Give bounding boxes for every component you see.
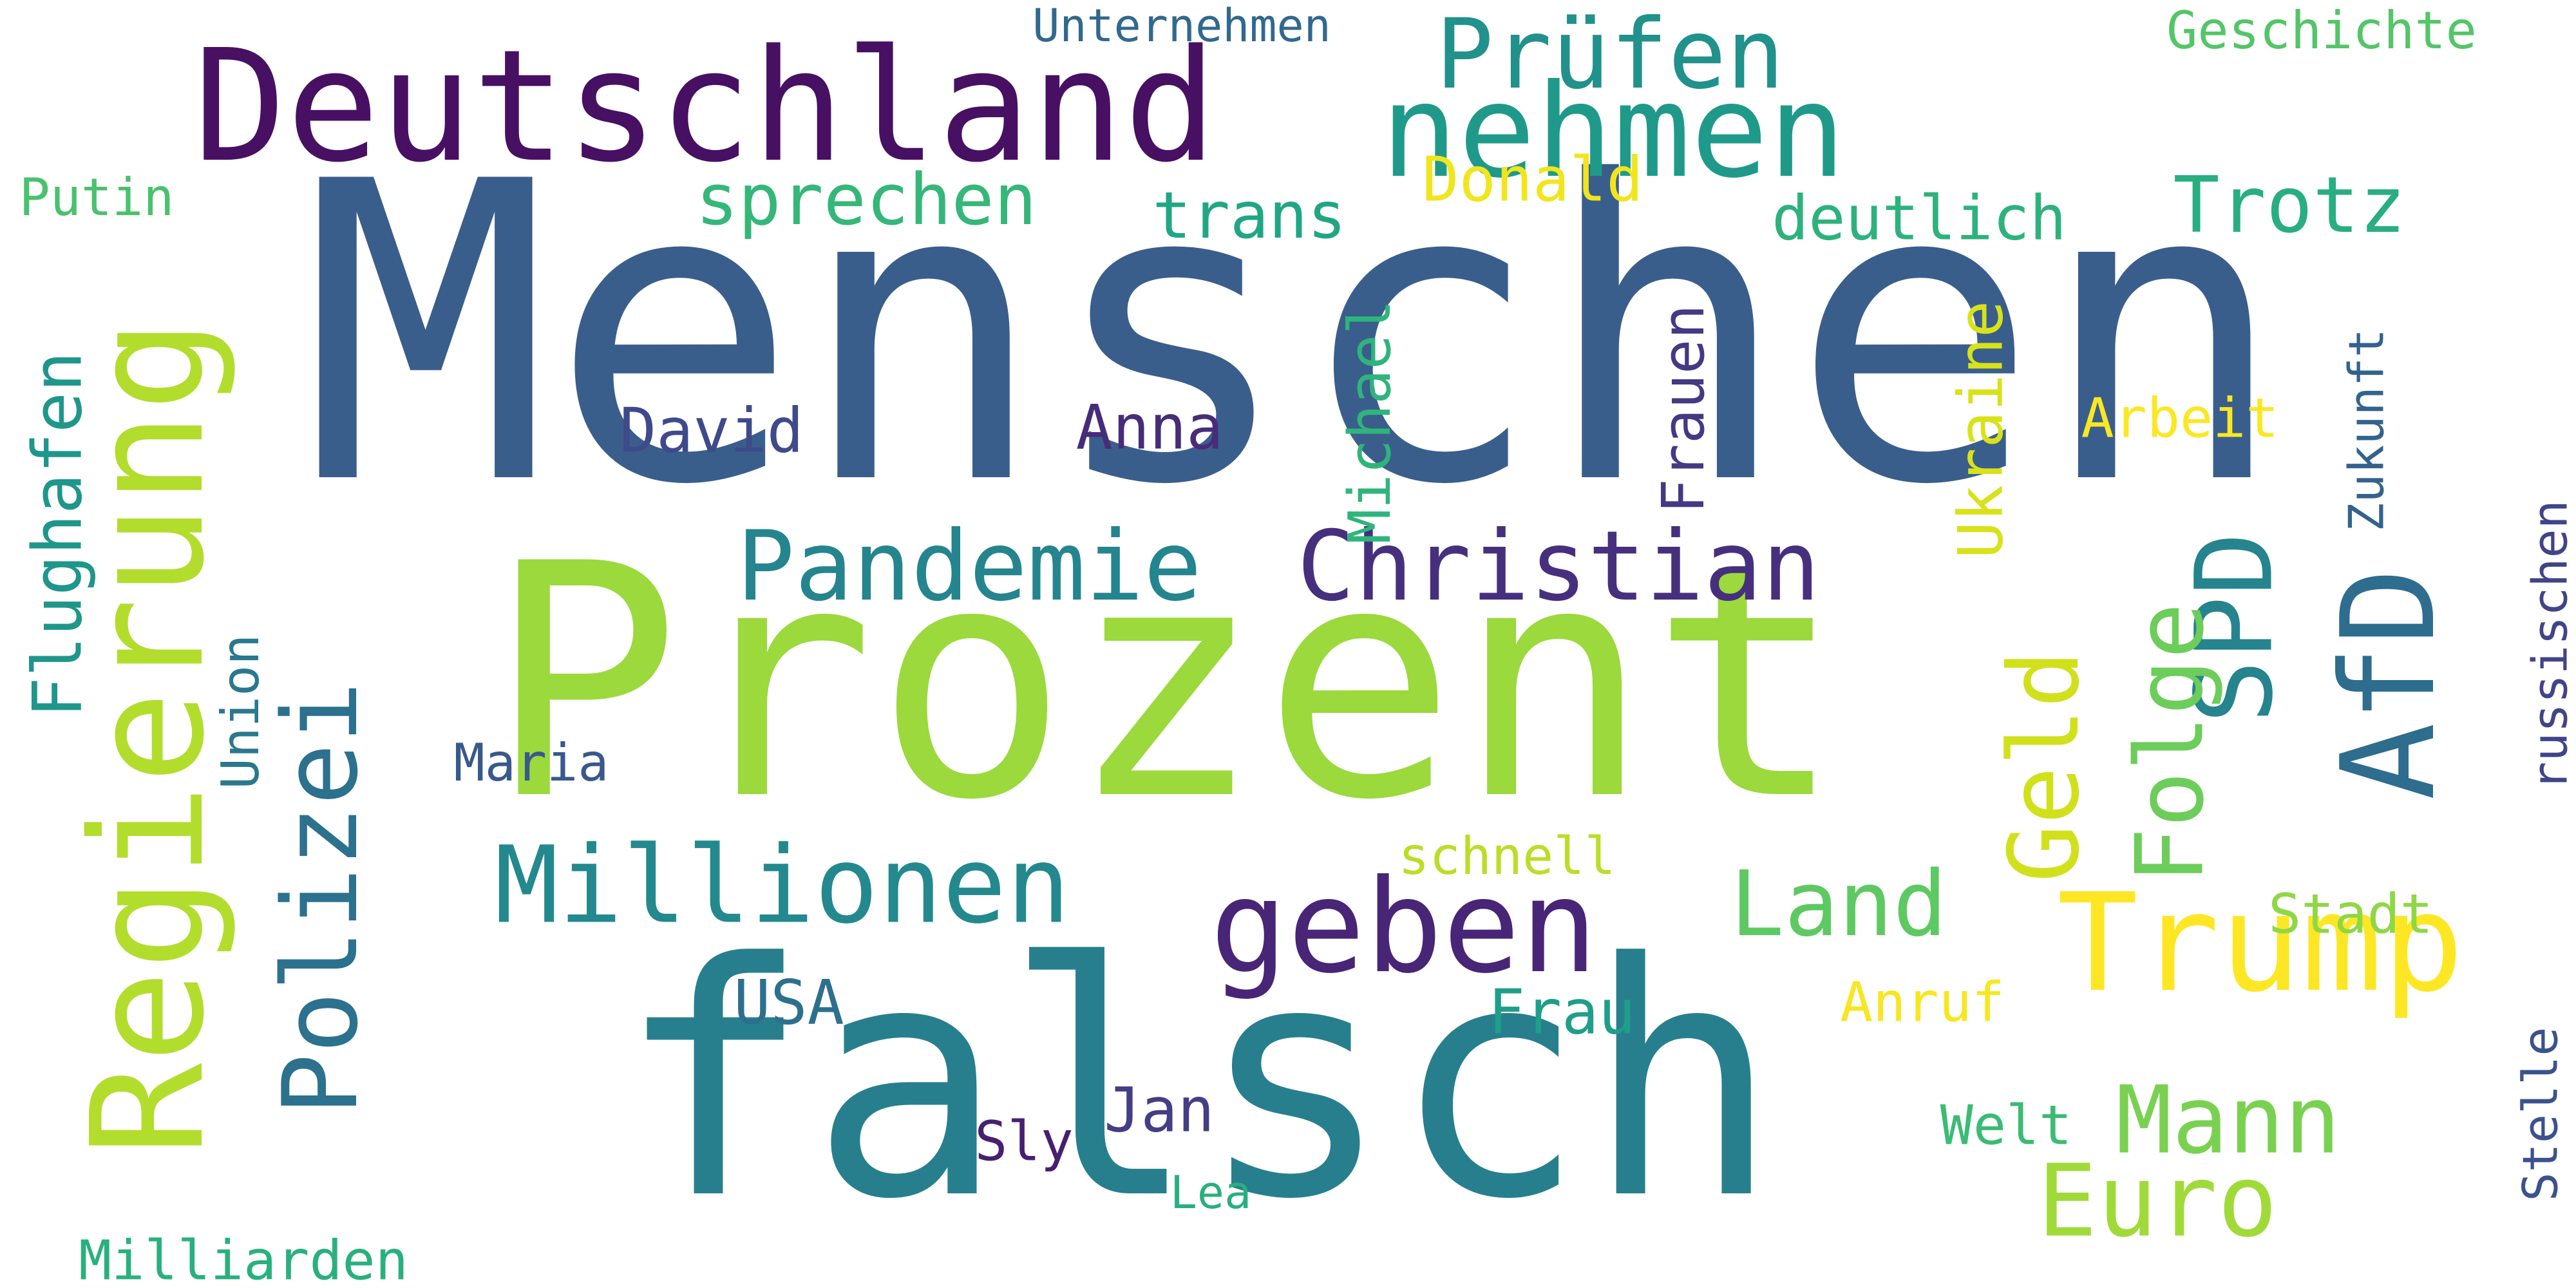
word-trump: Trump [2056, 864, 2465, 1022]
word-sprechen: sprechen [696, 158, 1037, 241]
word-geld: Geld [1989, 650, 2101, 883]
word-folge: Folge [2116, 602, 2225, 884]
word-pandemie: Pandemie [736, 511, 1202, 623]
word-ukraine: Ukraine [1946, 300, 2017, 559]
word-schnell: schnell [1398, 826, 1616, 886]
word-menschen: Menschen [301, 95, 2287, 574]
word-anruf: Anruf [1840, 971, 2005, 1035]
word-geschichte: Geschichte [2166, 1, 2477, 61]
word-mann: Mann [2116, 1066, 2341, 1175]
word-christian: Christian [1296, 511, 1821, 623]
word-jan: Jan [1104, 1075, 1215, 1146]
word-euro: Euro [2037, 1142, 2278, 1260]
word-arbeit: Arbeit [2081, 386, 2279, 451]
word-afd: AfD [2314, 567, 2464, 800]
word-nehmen: nehmen [1380, 57, 1846, 207]
word-trans: trans [1152, 178, 1347, 253]
word-unternehmen: Unternehmen [1032, 0, 1331, 52]
word-david: David [620, 395, 804, 467]
word-maria: Maria [453, 733, 609, 793]
word-russischen: russischen [2521, 500, 2576, 791]
word-sly: Sly [974, 1110, 1074, 1174]
word-deutlich: deutlich [1772, 183, 2067, 254]
word-geben: geben [1209, 852, 1598, 1002]
word-millionen: Millionen [494, 823, 1071, 947]
word-michael: Michael [1336, 299, 1404, 544]
word-union: Union [211, 634, 270, 790]
word-frauen: Frauen [1650, 304, 1718, 514]
word-prozent: Prozent [487, 495, 1844, 870]
word-frau: Frau [1488, 977, 1636, 1048]
word-zukunft: Zukunft [2338, 328, 2395, 533]
word-donald: Donald [1422, 144, 1643, 216]
word-putin: Putin [19, 167, 175, 227]
word-stadt: Stadt [2268, 882, 2433, 947]
word-falsch: falsch [616, 895, 1780, 1269]
word-trotz: Trotz [2173, 161, 2406, 251]
word-lea: Lea [1170, 1166, 1252, 1219]
word-milliarden: Milliarden [79, 1229, 408, 1288]
word-stelle: Stelle [2512, 1027, 2569, 1202]
word-land: Land [1730, 852, 1947, 957]
word-polizei: Polizei [260, 681, 381, 1116]
word-welt: Welt [1940, 1094, 2072, 1158]
word-flughafen: Flughafen [18, 351, 97, 718]
word-usa: USA [734, 967, 844, 1039]
word-anna: Anna [1075, 392, 1224, 464]
word-deutschland: Deutschland [193, 16, 1217, 196]
word-pruefen: Prüfen [1435, 0, 1785, 111]
